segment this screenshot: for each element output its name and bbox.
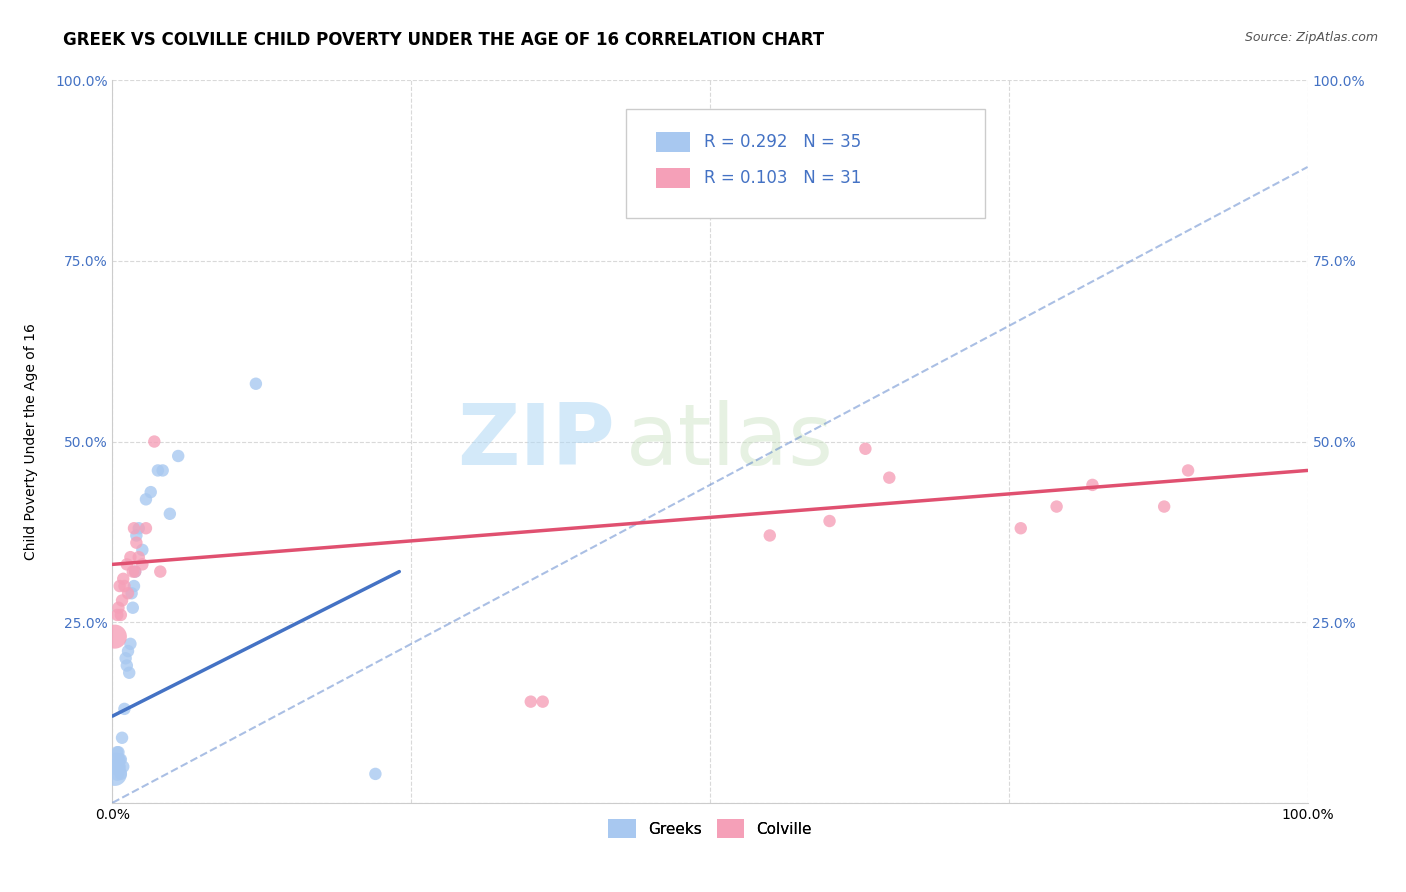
Point [149, 565, 172, 579]
Point [1081, 478, 1104, 492]
Point [120, 550, 142, 565]
Point [114, 651, 136, 665]
Point [105, 752, 128, 766]
Point [117, 586, 139, 600]
Point [121, 586, 143, 600]
Point [121, 565, 143, 579]
Point [104, 767, 127, 781]
Point [118, 665, 141, 680]
Point [110, 752, 132, 766]
Point [1153, 500, 1175, 514]
Point [110, 607, 132, 622]
Point [107, 745, 129, 759]
FancyBboxPatch shape [657, 132, 690, 152]
Point [112, 760, 135, 774]
Point [114, 702, 135, 716]
Point [135, 492, 157, 507]
Point [146, 463, 169, 477]
Point [108, 579, 131, 593]
Point [104, 630, 127, 644]
Point [110, 767, 132, 781]
Point [159, 507, 181, 521]
Point [105, 607, 128, 622]
Point [117, 644, 139, 658]
Point [364, 767, 387, 781]
Point [121, 600, 143, 615]
Point [520, 695, 543, 709]
Point [1177, 463, 1199, 477]
Point [125, 535, 148, 549]
Point [759, 528, 782, 542]
Point [122, 521, 145, 535]
Point [131, 542, 153, 557]
Point [124, 565, 146, 579]
Point [245, 376, 267, 391]
Point [105, 745, 128, 759]
Point [107, 600, 129, 615]
Point [167, 449, 190, 463]
Point [108, 752, 131, 766]
Point [1046, 500, 1069, 514]
Point [128, 550, 150, 565]
Point [879, 470, 901, 484]
Point [122, 579, 145, 593]
Text: Source: ZipAtlas.com: Source: ZipAtlas.com [1244, 31, 1378, 45]
Point [107, 760, 129, 774]
Point [855, 442, 877, 456]
Point [112, 572, 135, 586]
Point [108, 760, 131, 774]
Text: R = 0.103   N = 31: R = 0.103 N = 31 [704, 169, 862, 186]
Point [128, 521, 150, 535]
FancyBboxPatch shape [657, 168, 690, 188]
Point [152, 463, 174, 477]
Point [111, 731, 134, 745]
Point [125, 528, 148, 542]
Point [135, 521, 157, 535]
FancyBboxPatch shape [627, 109, 986, 218]
Point [139, 485, 162, 500]
Point [115, 558, 138, 572]
Point [114, 579, 135, 593]
Point [131, 558, 153, 572]
Legend: Greeks, Colville: Greeks, Colville [600, 812, 820, 846]
Text: GREEK VS COLVILLE CHILD POVERTY UNDER THE AGE OF 16 CORRELATION CHART: GREEK VS COLVILLE CHILD POVERTY UNDER TH… [63, 31, 824, 49]
Point [818, 514, 841, 528]
Point [107, 752, 129, 766]
Point [1010, 521, 1032, 535]
Point [115, 658, 138, 673]
Point [143, 434, 166, 449]
Point [531, 695, 554, 709]
Point [105, 767, 128, 781]
Point [124, 565, 146, 579]
Text: atlas: atlas [627, 400, 834, 483]
Text: R = 0.292   N = 35: R = 0.292 N = 35 [704, 133, 862, 151]
Point [105, 760, 128, 774]
Y-axis label: Child Poverty Under the Age of 16: Child Poverty Under the Age of 16 [24, 323, 38, 560]
Text: ZIP: ZIP [457, 400, 614, 483]
Point [111, 593, 134, 607]
Point [120, 637, 142, 651]
